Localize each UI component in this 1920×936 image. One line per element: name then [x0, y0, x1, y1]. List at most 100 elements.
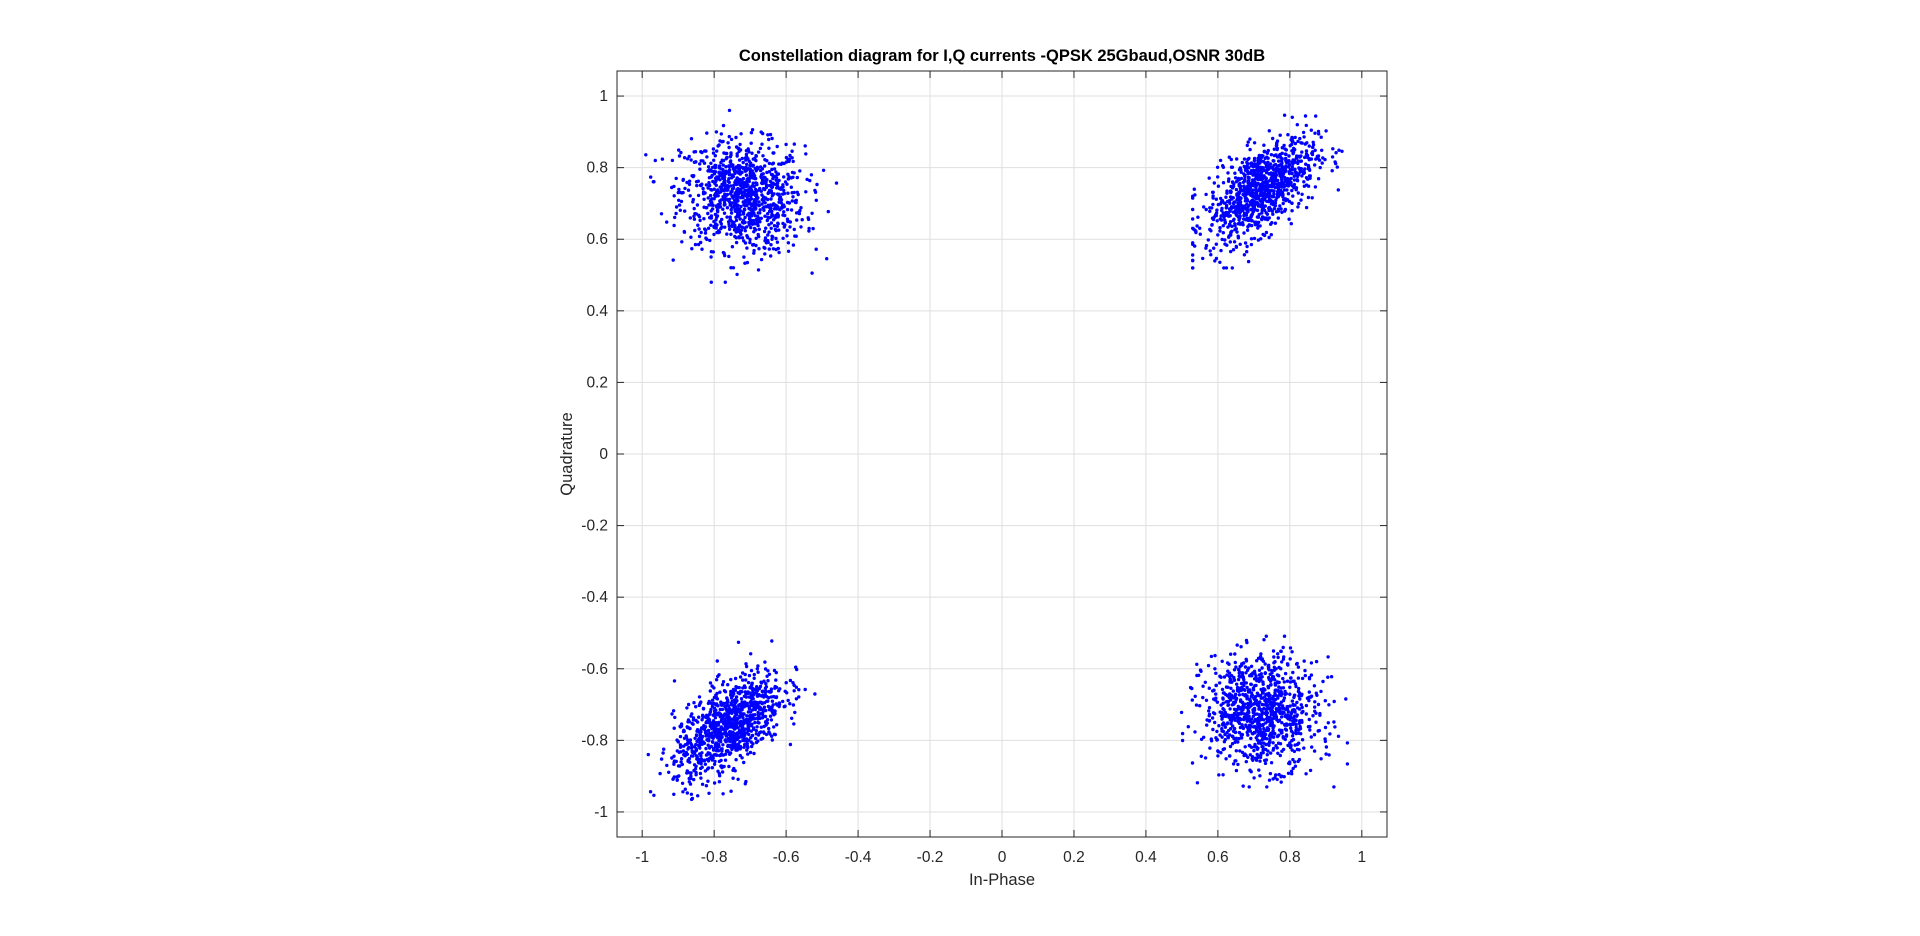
- data-point: [794, 211, 799, 215]
- data-point: [1263, 217, 1268, 221]
- data-point: [1224, 266, 1229, 270]
- data-point: [1249, 770, 1253, 774]
- data-point: [1290, 201, 1294, 205]
- data-point: [1286, 133, 1290, 137]
- data-point: [1250, 223, 1254, 228]
- data-point: [1249, 161, 1254, 165]
- data-point: [810, 211, 814, 215]
- data-point: [1290, 699, 1295, 703]
- data-point: [771, 247, 776, 251]
- data-point: [742, 745, 746, 749]
- data-point: [734, 695, 739, 699]
- data-point: [768, 132, 773, 137]
- data-point: [786, 177, 791, 181]
- data-point: [1282, 188, 1287, 192]
- data-point: [761, 689, 765, 693]
- data-point: [1254, 163, 1259, 167]
- data-point: [698, 167, 702, 171]
- data-point: [712, 172, 717, 176]
- data-point: [1287, 217, 1291, 221]
- data-point: [706, 779, 710, 783]
- data-point: [721, 680, 726, 684]
- data-point: [783, 704, 787, 708]
- data-point: [1298, 697, 1302, 701]
- data-point: [1214, 692, 1218, 696]
- data-point: [1281, 657, 1286, 661]
- data-point: [1268, 723, 1272, 727]
- data-point: [726, 749, 730, 754]
- data-point: [1288, 646, 1293, 650]
- data-point: [1277, 171, 1282, 175]
- data-point: [1228, 195, 1233, 199]
- data-point: [1252, 236, 1257, 241]
- data-point: [1248, 137, 1252, 141]
- data-point: [735, 195, 739, 199]
- data-point: [678, 734, 683, 739]
- data-point: [1257, 153, 1262, 158]
- data-point: [775, 207, 779, 211]
- data-point: [1252, 180, 1256, 184]
- data-point: [752, 205, 757, 210]
- data-point: [1274, 688, 1278, 692]
- data-point: [763, 667, 768, 671]
- data-point: [700, 759, 704, 763]
- data-point: [786, 249, 791, 253]
- data-point: [709, 161, 713, 165]
- data-point: [1213, 720, 1217, 725]
- data-point: [718, 690, 722, 694]
- data-point: [710, 731, 714, 735]
- data-point: [1193, 694, 1197, 698]
- data-point: [1252, 776, 1256, 780]
- data-point: [706, 186, 710, 190]
- data-point: [689, 754, 694, 758]
- data-point: [700, 150, 704, 155]
- data-point: [1242, 184, 1246, 188]
- data-point: [1242, 231, 1246, 235]
- data-point: [715, 659, 719, 663]
- data-point: [721, 123, 726, 128]
- data-point: [1304, 123, 1309, 128]
- data-point: [747, 206, 751, 211]
- data-point: [742, 239, 746, 243]
- data-point: [1216, 184, 1221, 188]
- data-point: [753, 193, 758, 198]
- data-point: [723, 690, 728, 694]
- data-point: [726, 141, 730, 145]
- data-point: [687, 179, 692, 183]
- data-point: [1267, 216, 1272, 220]
- data-point: [678, 743, 683, 747]
- data-point: [671, 709, 676, 713]
- data-point: [1229, 206, 1234, 211]
- data-point: [729, 151, 733, 155]
- data-point: [1283, 209, 1287, 213]
- data-point: [1238, 181, 1242, 186]
- data-point: [695, 183, 699, 188]
- data-point: [1268, 193, 1272, 197]
- data-point: [1275, 193, 1280, 197]
- data-point: [724, 704, 728, 708]
- data-point: [1266, 727, 1271, 731]
- data-point: [1304, 176, 1309, 180]
- data-point: [1264, 721, 1268, 725]
- data-point: [1294, 684, 1298, 689]
- data-point: [1248, 216, 1252, 220]
- data-point: [1248, 203, 1253, 207]
- data-point: [1304, 205, 1309, 210]
- data-point: [723, 738, 727, 742]
- data-point: [791, 175, 795, 179]
- data-point: [1303, 114, 1308, 118]
- data-point: [747, 217, 752, 221]
- data-point: [1266, 148, 1271, 153]
- data-point: [789, 185, 793, 189]
- data-point: [1215, 700, 1220, 704]
- data-point: [762, 679, 766, 683]
- data-point: [783, 223, 787, 227]
- data-point: [1221, 691, 1226, 695]
- data-point: [1286, 192, 1291, 196]
- data-point: [1247, 666, 1251, 670]
- data-point: [1232, 668, 1237, 672]
- data-point: [1275, 146, 1280, 150]
- data-point: [1224, 757, 1228, 761]
- data-point: [724, 188, 729, 192]
- data-point: [727, 108, 732, 113]
